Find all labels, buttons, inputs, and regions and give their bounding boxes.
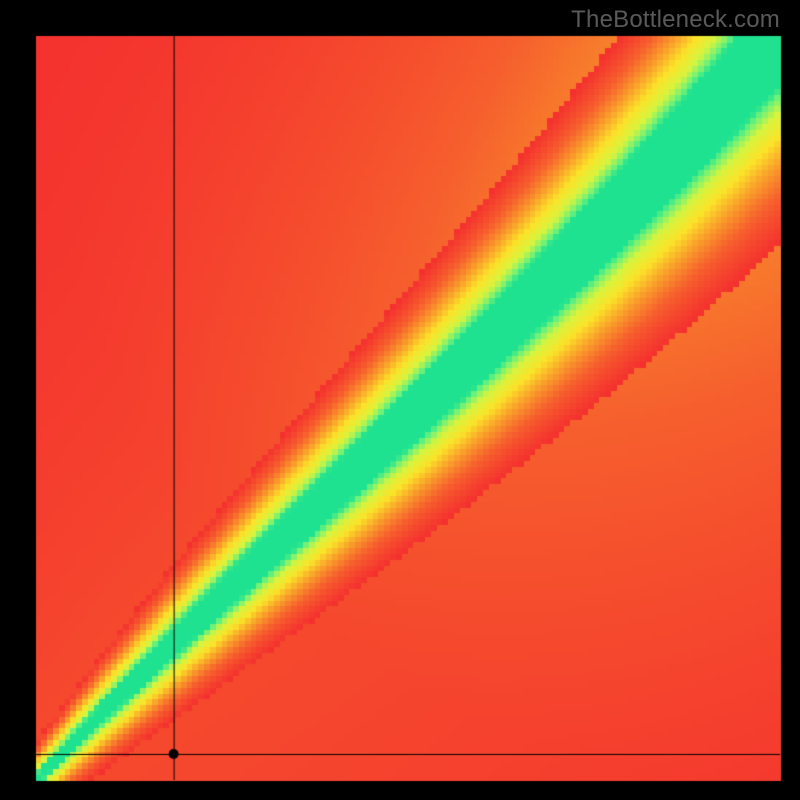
- chart-container: TheBottleneck.com: [0, 0, 800, 800]
- crosshair-overlay: [0, 0, 800, 800]
- watermark-text: TheBottleneck.com: [571, 6, 780, 34]
